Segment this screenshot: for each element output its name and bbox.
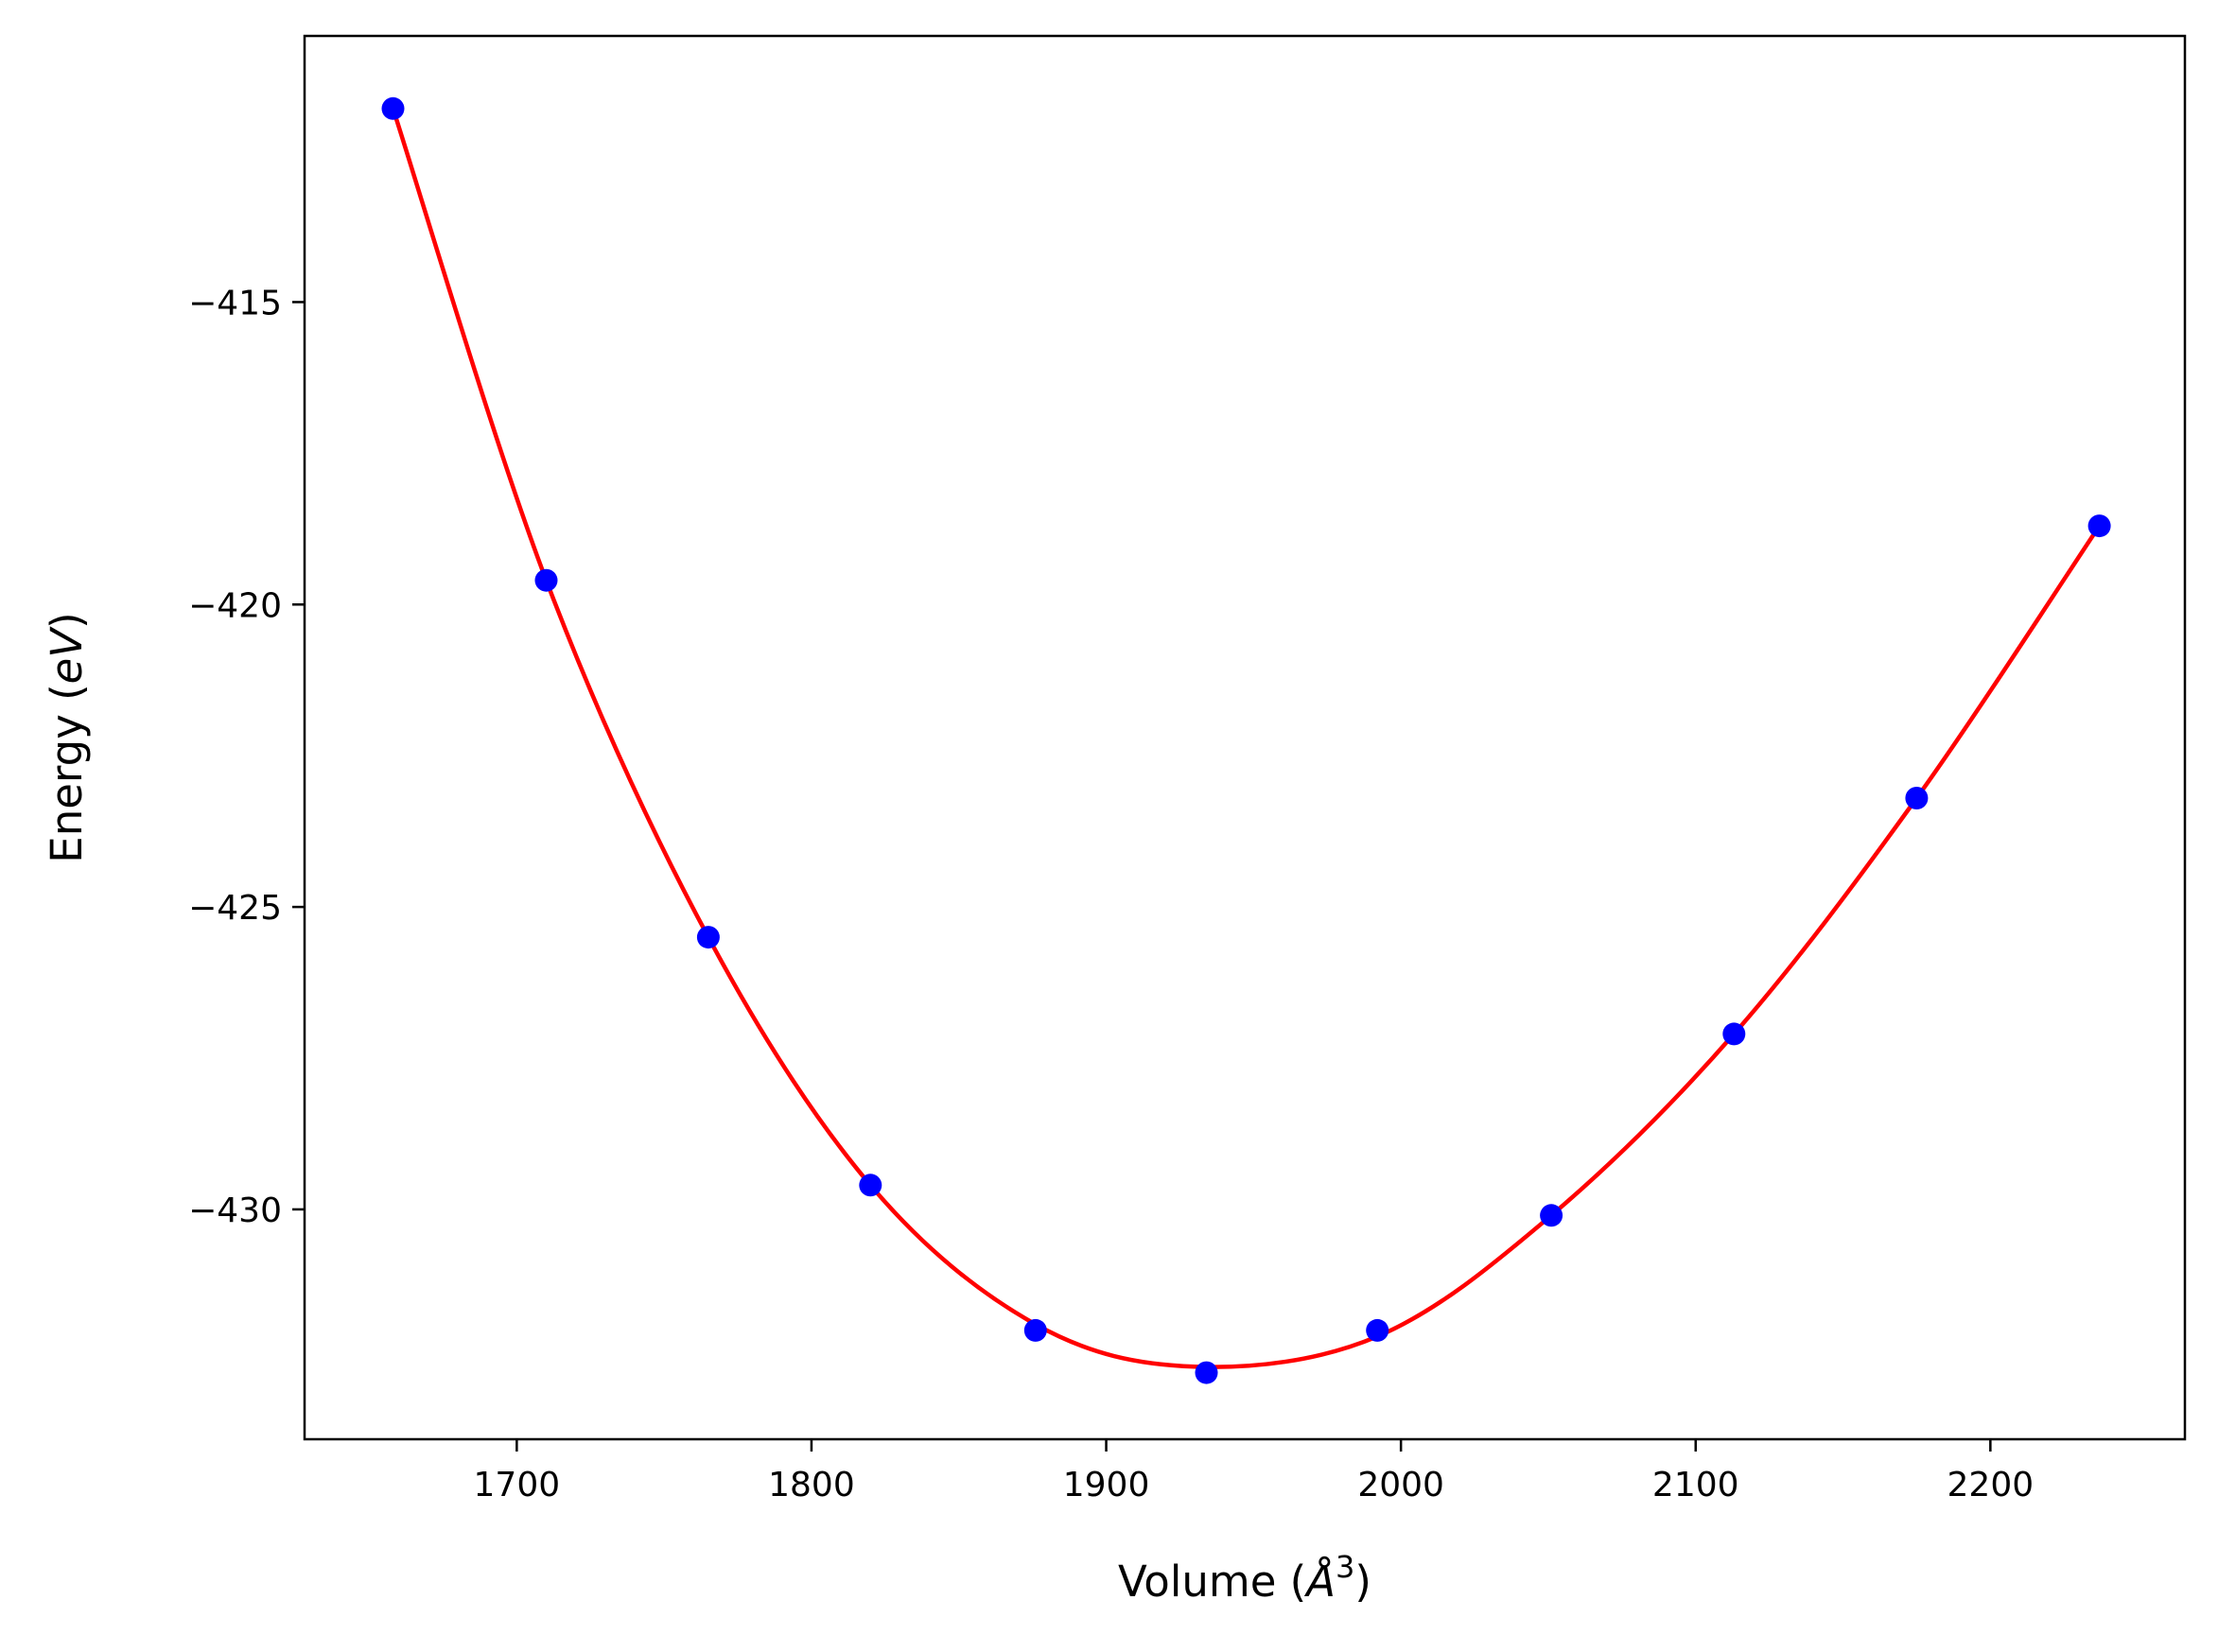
y-tick-label: −415 bbox=[188, 284, 282, 322]
plot-area bbox=[305, 36, 2185, 1439]
data-point bbox=[859, 1174, 882, 1197]
x-tick-label: 1900 bbox=[1063, 1466, 1150, 1504]
x-tick-label: 2100 bbox=[1652, 1466, 1739, 1504]
y-axis-label: Energy (eV) bbox=[42, 612, 92, 862]
data-points-layer bbox=[381, 96, 2111, 1384]
y-tick-label: −425 bbox=[188, 889, 282, 928]
fit-curve bbox=[391, 108, 2102, 1369]
data-point bbox=[1905, 787, 1929, 809]
x-tick-label: 2000 bbox=[1357, 1466, 1444, 1504]
x-tick-label: 1800 bbox=[768, 1466, 855, 1504]
data-point bbox=[381, 96, 405, 120]
data-point bbox=[1366, 1318, 1389, 1342]
x-axis-ticks: 1700 1800 1900 2000 2100 2200 bbox=[474, 1439, 2035, 1504]
data-point bbox=[1023, 1318, 1047, 1342]
data-point bbox=[696, 926, 720, 949]
x-tick-label: 2200 bbox=[1947, 1466, 2035, 1504]
x-axis-label: Volume (Å3) bbox=[1118, 1549, 1371, 1607]
y-tick-label: −430 bbox=[188, 1191, 282, 1230]
x-tick-label: 1700 bbox=[474, 1466, 561, 1504]
fit-curve-layer bbox=[391, 108, 2102, 1369]
data-point bbox=[1195, 1361, 1218, 1384]
data-point bbox=[1722, 1022, 1746, 1046]
y-tick-label: −420 bbox=[188, 586, 282, 625]
data-point bbox=[2087, 514, 2111, 538]
plot-frame bbox=[303, 34, 2187, 1441]
data-point bbox=[534, 568, 558, 592]
y-axis-ticks: −415 −420 −425 −430 bbox=[188, 284, 305, 1230]
data-point bbox=[1540, 1204, 1563, 1227]
